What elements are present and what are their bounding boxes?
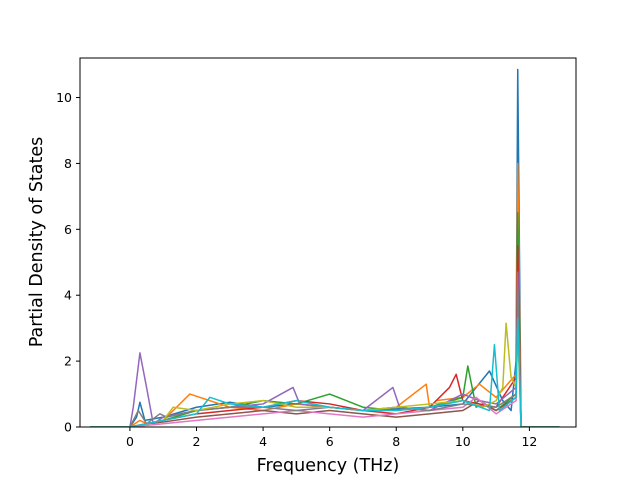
x-axis-label: Frequency (THz) xyxy=(257,456,400,476)
series-line-10 xyxy=(89,317,560,427)
series-line-8 xyxy=(89,287,560,427)
y-axis-label: Partial Density of States xyxy=(27,137,47,348)
y-tick-label: 6 xyxy=(64,222,72,237)
y-tick-label: 8 xyxy=(64,156,72,171)
y-tick-label: 4 xyxy=(64,288,72,303)
x-tick-label: 0 xyxy=(126,434,134,449)
plot-frame xyxy=(79,57,577,428)
x-tick-label: 2 xyxy=(193,434,201,449)
series-layer xyxy=(89,68,560,427)
series-line-7 xyxy=(89,310,560,427)
y-tick-label: 2 xyxy=(64,354,72,369)
x-tick-label: 8 xyxy=(392,434,400,449)
y-tick-label: 10 xyxy=(56,90,72,105)
x-tick-label: 4 xyxy=(259,434,267,449)
y-tick-label: 0 xyxy=(64,420,72,435)
x-tick-label: 6 xyxy=(326,434,334,449)
y-axis-ticks: 0 2 4 6 8 10 xyxy=(56,90,80,435)
x-tick-label: 12 xyxy=(521,434,537,449)
x-axis-ticks: 0 2 4 6 8 10 12 xyxy=(126,427,537,449)
series-line-9 xyxy=(89,322,560,427)
x-tick-label: 10 xyxy=(455,434,471,449)
